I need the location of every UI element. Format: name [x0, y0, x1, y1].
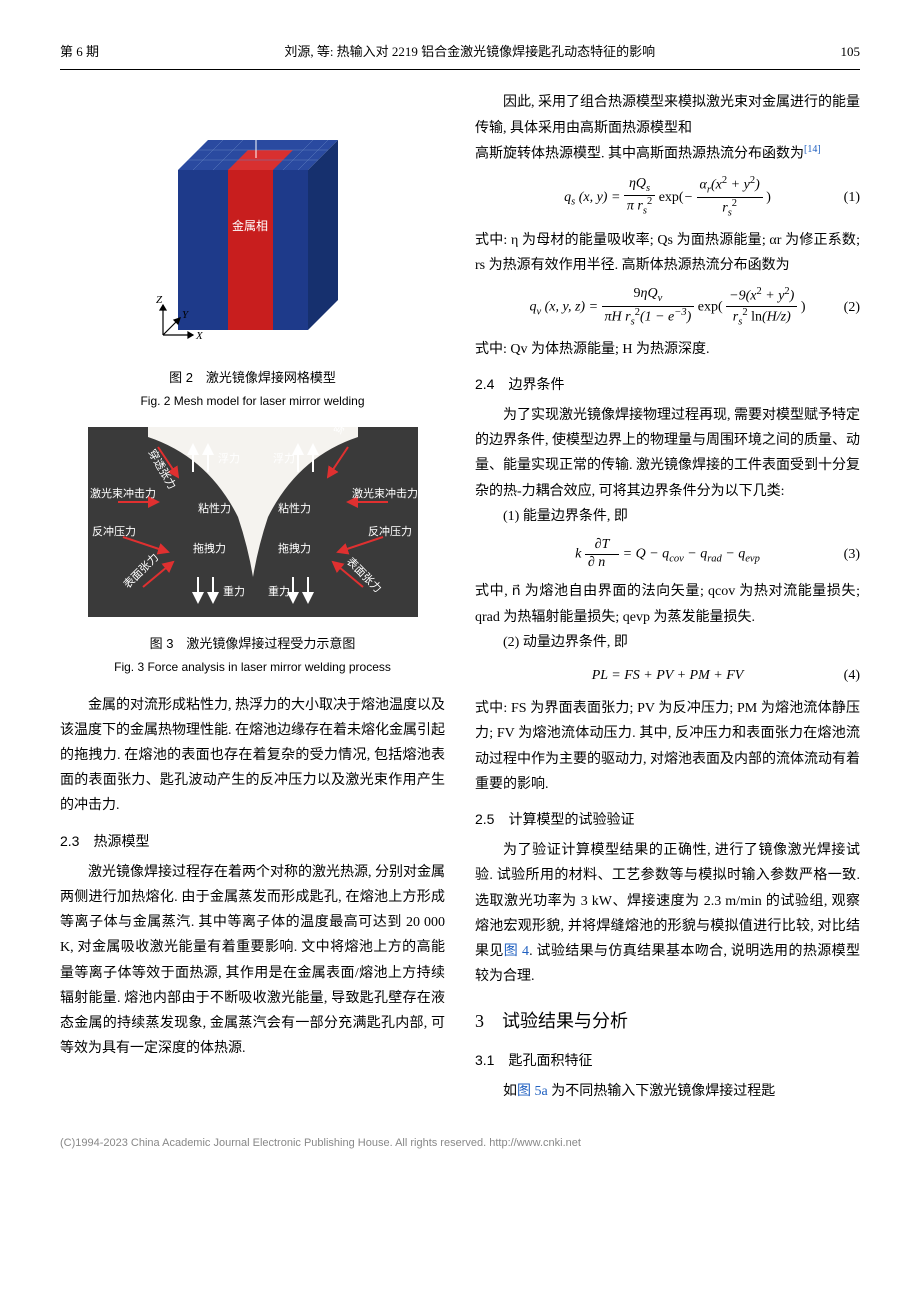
heading-3: 3 试验结果与分析 [475, 1005, 860, 1037]
fig3-visc-l: 粘性力 [198, 501, 231, 515]
footer-copyright: (C)1994-2023 China Academic Journal Elec… [60, 1134, 860, 1154]
para-24-b1: (1) 能量边界条件, 即 [475, 504, 860, 529]
figure-3: 浮力 浮力 粘性力 粘性力 拖拽力 拖拽力 重力 重力 激光束冲击力 激光束冲击… [60, 427, 445, 679]
ref-14[interactable]: [14] [804, 144, 821, 155]
eq2-desc: 式中: Qv 为体热源能量; H 为热源深度. [475, 337, 860, 362]
fig3-laser-r: 激光束冲击力 [352, 486, 418, 500]
para-25-1: 为了验证计算模型结果的正确性, 进行了镜像激光焊接试验. 试验所用的材料、工艺参… [475, 838, 860, 989]
equation-1: qs (x, y) = ηQsπ rs2 exp(− αr(x2 + y2)rs… [475, 175, 860, 220]
fig3-grav-l: 重力 [223, 584, 245, 598]
fig2-caption-cn: 图 2 激光镜像焊接网格模型 [60, 366, 445, 389]
equation-2: qv (x, y, z) = 9ηQvπH rs2(1 − e−3) exp( … [475, 286, 860, 329]
header-issue: 第 6 期 [60, 40, 99, 63]
eq3-num: (3) [844, 542, 860, 567]
fig3-caption-cn: 图 3 激光镜像焊接过程受力示意图 [60, 632, 445, 655]
eq2-num: (2) [844, 295, 860, 320]
eq1-desc: 式中: η 为母材的能量吸收率; Qs 为面热源能量; αr 为修正系数; rs… [475, 228, 860, 278]
fig3-drag-r: 拖拽力 [278, 541, 311, 555]
mesh-model-svg: 气相 金属相 X Y Z [138, 100, 368, 350]
fig3-recoil-r: 反冲压力 [368, 524, 412, 538]
force-diagram-svg: 浮力 浮力 粘性力 粘性力 拖拽力 拖拽力 重力 重力 激光束冲击力 激光束冲击… [88, 427, 418, 617]
p25-a: 为了验证计算模型结果的正确性, 进行了镜像激光焊接试验. 试验所用的材料、工艺参… [475, 843, 860, 959]
eq4-num: (4) [844, 663, 860, 688]
para-24-b2: (2) 动量边界条件, 即 [475, 630, 860, 655]
p31-b: 为不同热输入下激光镜像焊接过程匙 [548, 1084, 776, 1099]
para-forces: 金属的对流形成粘性力, 热浮力的大小取决于熔池温度以及该温度下的金属热物理性能.… [60, 693, 445, 819]
header-page-num: 105 [841, 40, 861, 63]
ref-fig4[interactable]: 图 4 [504, 944, 529, 959]
fig3-drag-l: 拖拽力 [193, 541, 226, 555]
fig3-recoil-l: 反冲压力 [92, 524, 136, 538]
fig2-caption-en: Fig. 2 Mesh model for laser mirror weldi… [60, 391, 445, 413]
para-col2-top: 高斯旋转体热源模型. 其中高斯面热源热流分布函数为[14] [475, 141, 860, 167]
figure-2: 气相 金属相 X Y Z 图 2 激光镜像焊接网格模型 Fig. 2 Mesh … [60, 100, 445, 412]
main-content: 气相 金属相 X Y Z 图 2 激光镜像焊接网格模型 Fig. 2 Mesh … [60, 90, 860, 1104]
eq4-desc: 式中: FS 为界面表面张力; PV 为反冲压力; PM 为熔池流体静压力; F… [475, 696, 860, 797]
p31-a: 如 [503, 1084, 517, 1099]
heading-2-4: 2.4 边界条件 [475, 372, 860, 397]
col2-top-text: 高斯旋转体热源模型. 其中高斯面热源热流分布函数为 [475, 146, 804, 161]
heading-2-3: 2.3 热源模型 [60, 829, 445, 854]
fig2-axis-z: Z [156, 294, 163, 306]
eq1-num: (1) [844, 185, 860, 210]
fig3-laser-l: 激光束冲击力 [90, 486, 156, 500]
heading-3-1: 3.1 匙孔面积特征 [475, 1048, 860, 1073]
equation-4: PL = FS + PV + PM + FV (4) [475, 663, 860, 688]
para-23-1: 激光镜像焊接过程存在着两个对称的激光热源, 分别对金属两侧进行加热熔化. 由于金… [60, 860, 445, 1062]
eq4-body: PL = FS + PV + PM + FV [592, 663, 744, 688]
eq3-desc: 式中, n⃗ 为熔池自由界面的法向矢量; qcov 为热对流能量损失; qrad… [475, 579, 860, 629]
heading-2-5: 2.5 计算模型的试验验证 [475, 807, 860, 832]
fig2-axis-x: X [195, 330, 204, 342]
page-header: 第 6 期 刘源, 等: 热输入对 2219 铝合金激光镜像焊接匙孔动态特征的影… [60, 40, 860, 70]
fig3-grav-r: 重力 [268, 584, 290, 598]
equation-3: k ∂T∂ n⃗ = Q − qcov − qrad − qevp (3) [475, 537, 860, 572]
fig3-caption-en: Fig. 3 Force analysis in laser mirror we… [60, 657, 445, 679]
fig3-buoy-l: 浮力 [218, 452, 240, 465]
fig2-metal-label: 金属相 [231, 218, 267, 233]
fig3-buoy-r: 浮力 [273, 452, 295, 465]
fig2-gas-label: 气相 [243, 123, 267, 138]
ref-fig5a[interactable]: 图 5a [517, 1084, 548, 1099]
para-23-2: 因此, 采用了组合热源模型来模拟激光束对金属进行的能量传输, 具体采用由高斯面热… [475, 90, 860, 140]
p25-b: . 试验结果与仿真结果基本吻合, 说明选用的热源模型较为合理. [475, 944, 860, 984]
fig3-visc-r: 粘性力 [278, 501, 311, 515]
para-31-1: 如图 5a 为不同热输入下激光镜像焊接过程匙 [475, 1079, 860, 1104]
header-title: 刘源, 等: 热输入对 2219 铝合金激光镜像焊接匙孔动态特征的影响 [99, 40, 840, 63]
para-24-1: 为了实现激光镜像焊接物理过程再现, 需要对模型赋予特定的边界条件, 使模型边界上… [475, 403, 860, 504]
